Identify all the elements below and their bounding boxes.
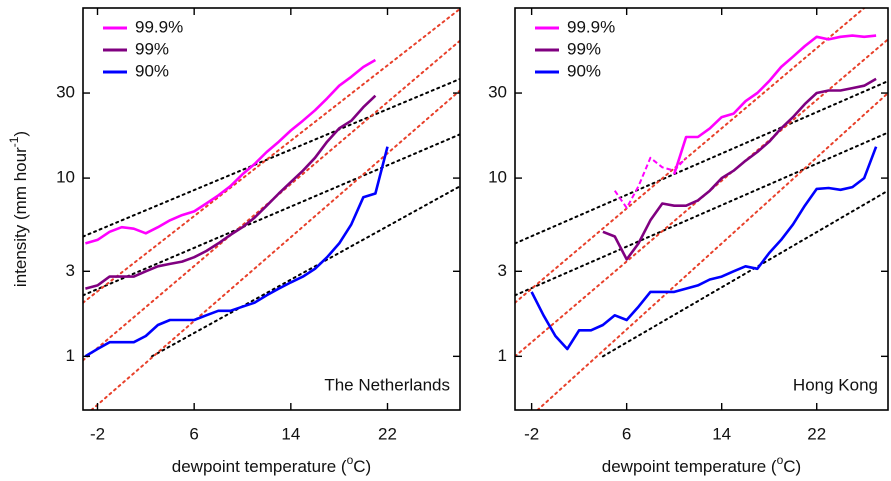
reference-line <box>150 185 460 358</box>
panel-label: Hong Kong <box>793 375 878 394</box>
reference-line <box>536 92 888 410</box>
x-tick-label: 22 <box>378 424 397 443</box>
x-axis-label: dewpoint temperature (oC) <box>172 453 371 476</box>
y-tick-label: 1 <box>66 346 75 365</box>
series-line <box>85 58 377 245</box>
reference-line <box>601 189 888 358</box>
series-line <box>85 94 377 290</box>
legend-label: 99% <box>135 39 169 58</box>
legend-label: 90% <box>567 61 601 80</box>
y-tick-label: 30 <box>56 83 75 102</box>
series-line <box>613 156 687 209</box>
y-tick-label: 3 <box>66 261 75 280</box>
series-line <box>530 146 878 351</box>
axes-frame <box>82 7 461 411</box>
y-tick-label: 10 <box>56 168 75 187</box>
reference-line <box>515 131 888 297</box>
reference-line <box>83 133 460 297</box>
panel: 1 3 10 30 -2 6 14 22 dewpoint temperature (oC) in… <box>7 7 461 476</box>
y-tick-label: 10 <box>488 168 507 187</box>
panel: 1 3 10 30 -2 6 14 22 dewpoint temperature (oC) Ho… <box>488 7 889 476</box>
series-line <box>84 146 389 358</box>
reference-line <box>83 77 460 238</box>
axes-frame <box>514 7 889 411</box>
series-line <box>602 77 877 261</box>
x-axis-label: dewpoint temperature (oC) <box>602 453 801 476</box>
y-tick-label: 1 <box>498 346 507 365</box>
plot-area <box>515 8 888 410</box>
x-tick-label: 14 <box>281 424 300 443</box>
plot-area <box>83 8 460 410</box>
y-tick-label: 3 <box>498 261 507 280</box>
reference-line <box>515 8 866 304</box>
legend-label: 99% <box>567 39 601 58</box>
y-axis-label: intensity (mm hour-1) <box>7 131 30 287</box>
legend-label: 99.9% <box>567 17 615 36</box>
series-line <box>672 34 877 175</box>
legend-label: 99.9% <box>135 17 183 36</box>
x-tick-label: 6 <box>189 424 198 443</box>
reference-line <box>515 80 888 245</box>
reference-line <box>83 8 460 304</box>
x-tick-label: -2 <box>524 424 539 443</box>
panel-label: The Netherlands <box>324 375 450 394</box>
y-tick-label: 30 <box>488 83 507 102</box>
legend-label: 90% <box>135 61 169 80</box>
x-tick-label: 22 <box>807 424 826 443</box>
x-tick-label: -2 <box>90 424 105 443</box>
reference-line <box>90 89 460 410</box>
x-tick-label: 6 <box>622 424 631 443</box>
x-tick-label: 14 <box>712 424 731 443</box>
